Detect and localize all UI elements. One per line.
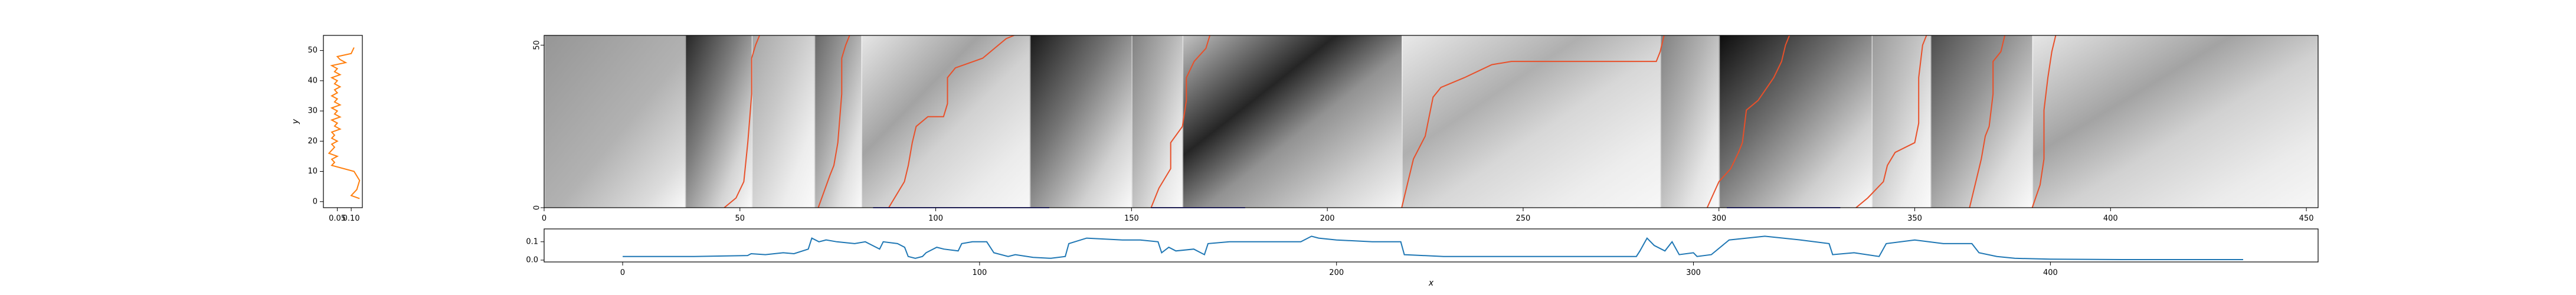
heatmap-block xyxy=(685,35,752,208)
left-profile-y-tick-label: 20 xyxy=(307,137,318,146)
left-profile-line xyxy=(328,47,361,199)
heatmap-block xyxy=(1131,35,1183,208)
heatmap-x-tick-label: 0 xyxy=(542,214,546,223)
heatmap-x-tick-label: 50 xyxy=(735,214,745,223)
heatmap-image xyxy=(544,35,2318,208)
heatmap-y-ticks: 0 50 xyxy=(533,40,544,210)
left-profile-x-tick-label: 0.10 xyxy=(343,214,360,223)
heatmap-series-line xyxy=(2031,35,2057,208)
bottom-profile-series xyxy=(623,235,2243,260)
heatmap-series-line xyxy=(724,35,760,208)
bottom-profile-y-tick-label: 0.0 xyxy=(526,255,538,264)
heatmap-x-tick-label: 350 xyxy=(1907,214,1922,223)
heatmap-block xyxy=(2032,35,2318,208)
left-profile-y-label: y xyxy=(291,119,300,124)
heatmap-x-tick-label: 300 xyxy=(1711,214,1726,223)
heatmap-series-line xyxy=(1150,35,1211,208)
heatmap-block-edge xyxy=(1930,35,1932,208)
bottom-profile-x-tick-label: 200 xyxy=(1329,268,1344,277)
heatmap-series-line xyxy=(1401,35,1665,208)
heatmap-block xyxy=(861,35,1030,208)
heatmap-block xyxy=(1029,35,1132,208)
left-profile-frame xyxy=(323,35,363,208)
bottom-profile-x-tick-label: 100 xyxy=(972,268,987,277)
heatmap-x-tick-label: 250 xyxy=(1516,214,1531,223)
left-profile-axes: 0.050.10 0 10 20 30 40 50 y xyxy=(291,35,363,223)
heatmap-frame xyxy=(544,35,2319,208)
heatmap-path-lines xyxy=(724,35,2057,208)
left-profile-y-tick-label: 0 xyxy=(313,197,318,206)
bottom-profile-axes: 0 100 200 300 400 0.0 0.1 x xyxy=(526,228,2319,288)
left-profile-y-tick-label: 50 xyxy=(307,46,318,55)
heatmap-block-edge xyxy=(1871,35,1873,208)
bottom-profile-x-tick-label: 0 xyxy=(620,268,625,277)
bottom-profile-x-tick-label: 300 xyxy=(1686,268,1701,277)
heatmap-block-edge xyxy=(751,35,753,208)
heatmap-y-tick-label: 50 xyxy=(533,40,542,50)
heatmap-block xyxy=(814,35,862,208)
left-profile-series xyxy=(328,47,361,199)
heatmap-series-line xyxy=(1969,35,2006,208)
bottom-profile-x-ticks: 0 100 200 300 400 xyxy=(620,262,2058,277)
heatmap-x-tick-label: 150 xyxy=(1124,214,1139,223)
heatmap-block-edge xyxy=(2032,35,2034,208)
bottom-profile-y-tick-label: 0.1 xyxy=(526,237,538,246)
heatmap-block xyxy=(1930,35,2033,208)
heatmap-axes: 0 50 100 150 200 250 300 350 400 450 0 50 xyxy=(533,35,2319,223)
heatmap-block xyxy=(1719,35,1873,208)
heatmap-series-line xyxy=(888,35,1014,208)
heatmap-series-line xyxy=(817,35,850,208)
heatmap-block xyxy=(1182,35,1402,208)
bottom-profile-x-label: x xyxy=(1428,278,1434,288)
heatmap-block xyxy=(751,35,815,208)
heatmap-y-tick-label: 0 xyxy=(533,205,542,210)
heatmap-block xyxy=(1871,35,1931,208)
bottom-profile-x-tick-label: 400 xyxy=(2043,268,2058,277)
heatmap-x-tick-label: 450 xyxy=(2299,214,2314,223)
heatmap-block-edge xyxy=(1719,35,1720,208)
heatmap-x-tick-label: 200 xyxy=(1320,214,1335,223)
heatmap-x-tick-label: 400 xyxy=(2103,214,2118,223)
heatmap-x-tick-label: 100 xyxy=(928,214,943,223)
heatmap-block-edge xyxy=(685,35,686,208)
left-profile-y-tick-label: 30 xyxy=(307,107,318,116)
left-profile-y-tick-label: 40 xyxy=(307,76,318,85)
heatmap-series-line xyxy=(1706,35,1791,208)
heatmap-block-edge xyxy=(544,35,545,208)
heatmap-block xyxy=(544,35,686,208)
left-profile-x-tick-label: 0.05 xyxy=(329,214,346,223)
heatmap-block-edge xyxy=(1131,35,1132,208)
heatmap-block-edge xyxy=(861,35,862,208)
heatmap-series-line xyxy=(1855,35,1927,208)
heatmap-block-edge xyxy=(814,35,816,208)
heatmap-block xyxy=(1402,35,1661,208)
left-profile-y-tick-label: 10 xyxy=(307,167,318,176)
bottom-profile-frame xyxy=(544,228,2319,263)
heatmap-block-edge xyxy=(1029,35,1031,208)
heatmap-block-edge xyxy=(1660,35,1661,208)
heatmap-x-ticks: 0 50 100 150 200 250 300 350 400 450 xyxy=(542,208,2314,223)
left-profile-x-ticks: 0.050.10 xyxy=(329,208,360,223)
bottom-profile-line xyxy=(623,235,2243,260)
left-profile-y-ticks: 0 10 20 30 40 50 xyxy=(307,46,323,206)
heatmap-block xyxy=(1660,35,1720,208)
bottom-profile-y-ticks: 0.0 0.1 xyxy=(526,237,544,264)
heatmap-block-edge xyxy=(1402,35,1403,208)
